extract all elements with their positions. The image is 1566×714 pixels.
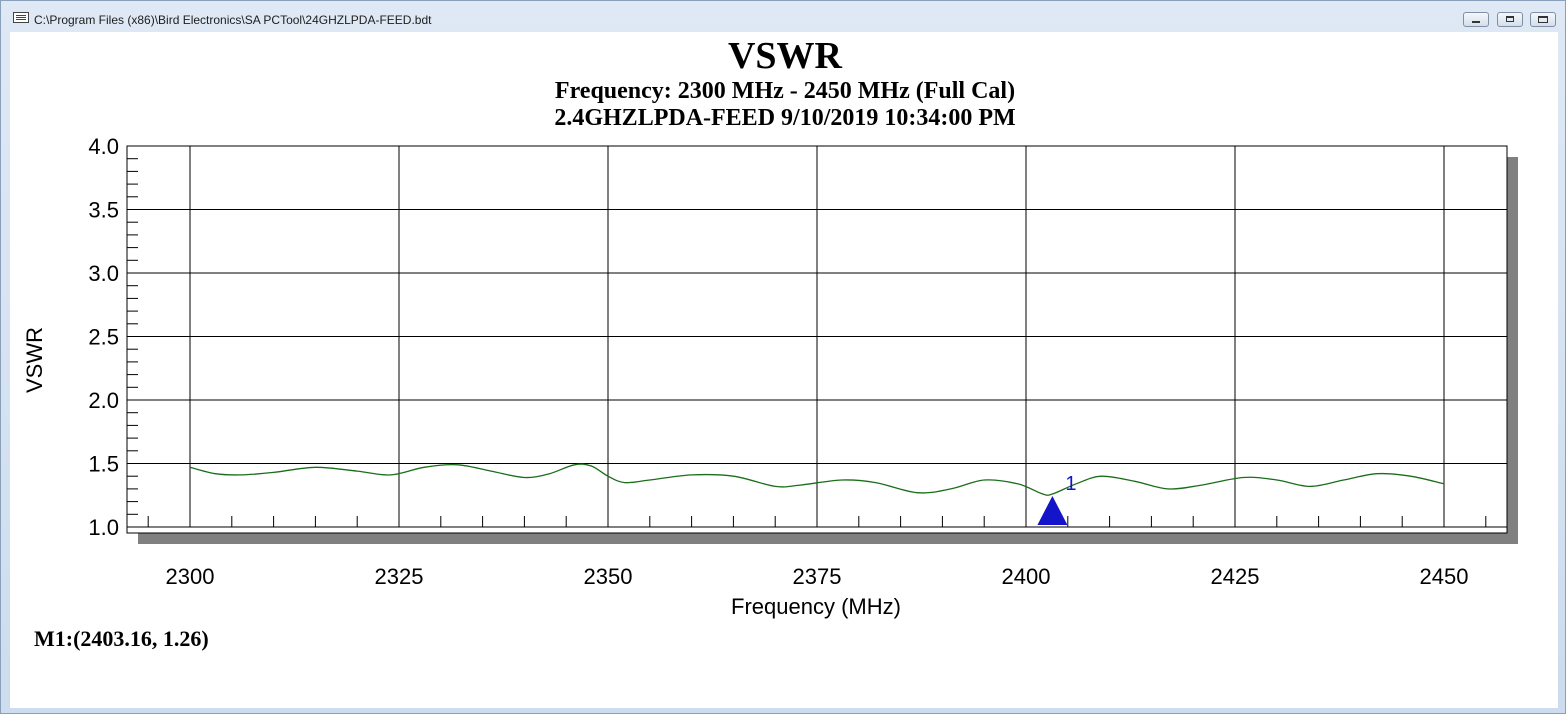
marker-1-triangle[interactable] (1037, 495, 1068, 525)
chart-area: VSWR Frequency: 2300 MHz - 2450 MHz (Ful… (10, 32, 1558, 708)
close-icon (1538, 16, 1548, 23)
x-tick-label: 2400 (1002, 564, 1051, 589)
app-icon[interactable] (13, 12, 29, 23)
x-tick-label: 2425 (1211, 564, 1260, 589)
x-axis-label: Frequency (MHz) (731, 594, 901, 619)
x-tick-label: 2350 (584, 564, 633, 589)
y-tick-label: 3.0 (88, 261, 119, 286)
x-tick-label: 2300 (166, 564, 215, 589)
x-tick-label: 2375 (793, 564, 842, 589)
y-tick-label: 1.0 (88, 515, 119, 540)
x-tick-labels: 2300 2325 2350 2375 2400 2425 2450 (166, 564, 1469, 589)
maximize-icon (1506, 16, 1514, 22)
chart-subtitle-frequency: Frequency: 2300 MHz - 2450 MHz (Full Cal… (555, 78, 1015, 104)
y-tick-label: 2.0 (88, 388, 119, 413)
window-title: C:\Program Files (x86)\Bird Electronics\… (34, 13, 432, 27)
x-tick-label: 2325 (375, 564, 424, 589)
y-tick-label: 1.5 (88, 452, 119, 477)
chart-title: VSWR (728, 35, 843, 77)
y-tick-labels: 1.0 1.5 2.0 2.5 3.0 3.5 4.0 (88, 134, 119, 540)
markers[interactable]: 1 (1037, 473, 1077, 525)
x-tick-label: 2450 (1420, 564, 1469, 589)
x-minor-ticks (147, 516, 1487, 527)
y-tick-label: 4.0 (88, 134, 119, 159)
vswr-chart: VSWR Frequency: 2300 MHz - 2450 MHz (Ful… (22, 35, 1518, 651)
close-button[interactable] (1530, 12, 1556, 27)
vswr-trace (189, 463, 1445, 496)
minimize-icon (1472, 21, 1480, 23)
marker-1-label: 1 (1065, 473, 1076, 495)
marker-readout: M1:(2403.16, 1.26) (34, 626, 209, 651)
title-bar[interactable]: C:\Program Files (x86)\Bird Electronics\… (1, 1, 1565, 31)
chart-subtitle-dataset: 2.4GHZLPDA-FEED 9/10/2019 10:34:00 PM (554, 105, 1015, 131)
maximize-button[interactable] (1497, 12, 1523, 27)
y-tick-label: 2.5 (88, 325, 119, 350)
y-minor-ticks (127, 145, 138, 528)
y-axis-label: VSWR (22, 327, 47, 393)
minimize-button[interactable] (1463, 12, 1489, 27)
y-tick-label: 3.5 (88, 198, 119, 223)
